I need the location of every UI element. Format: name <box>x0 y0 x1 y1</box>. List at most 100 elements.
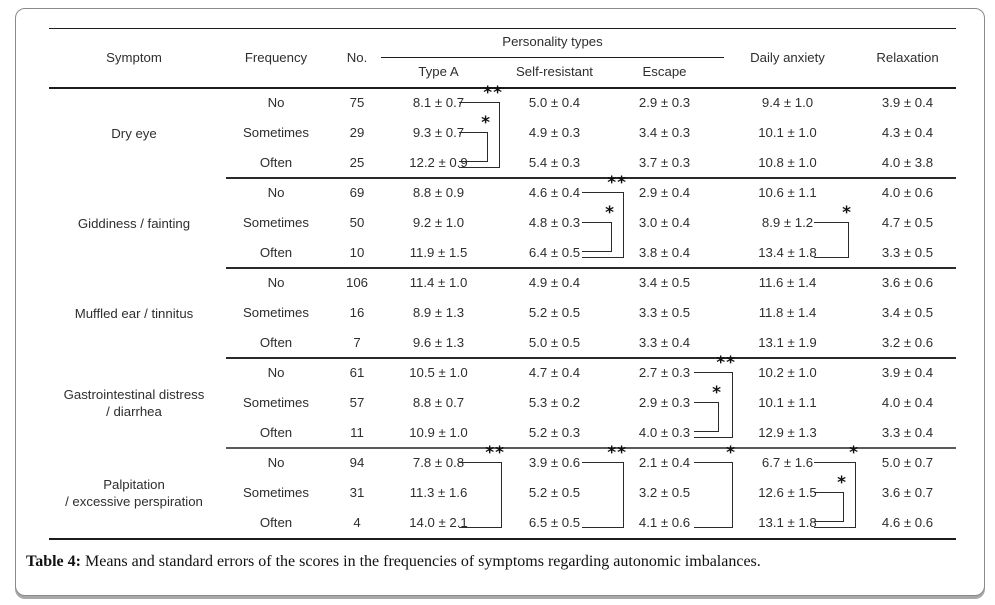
cell-self-resistant: 5.4 ± 0.3 <box>528 155 581 170</box>
cell-type-a: 14.0 ± 2.1 <box>409 515 468 530</box>
cell-relaxation: 3.6 ± 0.7 <box>881 485 934 500</box>
cell-self-resistant: 3.9 ± 0.6 <box>528 455 581 470</box>
significance-star: ** <box>607 173 627 193</box>
cell-self-resistant: 4.6 ± 0.4 <box>528 185 581 200</box>
symptom-line: Dry eye <box>111 125 157 141</box>
header-self-resistant: Self-resistant <box>516 64 593 79</box>
cell-relaxation: 3.3 ± 0.5 <box>881 245 934 260</box>
cell-type-a: 12.2 ± 0.9 <box>409 155 468 170</box>
cell-relaxation: 4.7 ± 0.5 <box>881 215 934 230</box>
symptom-label: Dry eye <box>49 88 219 178</box>
cell-n: 7 <box>353 335 361 350</box>
cell-daily-anxiety: 12.6 ± 1.5 <box>758 485 817 500</box>
symptom-label: Palpitation / excessive perspiration <box>49 448 219 538</box>
cell-relaxation: 3.6 ± 0.6 <box>881 275 934 290</box>
cell-frequency: Sometimes <box>243 125 309 140</box>
cell-daily-anxiety: 11.6 ± 1.4 <box>758 275 817 290</box>
cell-type-a: 10.9 ± 1.0 <box>409 425 468 440</box>
cell-daily-anxiety: 10.6 ± 1.1 <box>758 185 817 200</box>
cell-escape: 3.4 ± 0.3 <box>638 125 691 140</box>
cell-n: 31 <box>349 485 365 500</box>
cell-relaxation: 5.0 ± 0.7 <box>881 455 934 470</box>
cell-frequency: No <box>267 95 285 110</box>
significance-star: ** <box>716 353 736 373</box>
cell-daily-anxiety: 10.2 ± 1.0 <box>758 365 817 380</box>
cell-daily-anxiety: 10.1 ± 1.1 <box>758 395 817 410</box>
cell-type-a: 8.9 ± 1.3 <box>412 305 465 320</box>
cell-escape: 4.0 ± 0.3 <box>638 425 691 440</box>
cell-n: 106 <box>345 275 368 290</box>
symptom-line: Palpitation <box>103 477 165 492</box>
cell-escape: 3.7 ± 0.3 <box>638 155 691 170</box>
significance-star: ** <box>607 443 627 463</box>
cell-daily-anxiety: 13.1 ± 1.9 <box>758 335 817 350</box>
header-frequency: Frequency <box>244 50 308 65</box>
group-muffled-ear-tinnitus: Muffled ear / tinnitus No 106 11.4 ± 1.0… <box>49 268 956 359</box>
personality-span-rule <box>381 57 724 59</box>
cell-daily-anxiety: 12.9 ± 1.3 <box>758 425 817 440</box>
group-giddiness-fainting: Giddiness / fainting No 69 8.8 ± 0.9 4.6… <box>49 178 956 269</box>
significance-star: * <box>849 443 859 463</box>
cell-frequency: Often <box>259 245 293 260</box>
cell-frequency: Sometimes <box>243 305 309 320</box>
symptom-line: / excessive perspiration <box>65 494 203 509</box>
cell-relaxation: 3.9 ± 0.4 <box>881 95 934 110</box>
cell-relaxation: 3.2 ± 0.6 <box>881 335 934 350</box>
cell-self-resistant: 5.2 ± 0.3 <box>528 425 581 440</box>
cell-relaxation: 3.9 ± 0.4 <box>881 365 934 380</box>
cell-type-a: 11.4 ± 1.0 <box>409 275 468 290</box>
header-no: No. <box>346 50 368 65</box>
significance-bracket: ** <box>582 445 626 528</box>
cell-daily-anxiety: 8.9 ± 1.2 <box>761 215 814 230</box>
significance-star: * <box>837 473 847 493</box>
cell-n: 61 <box>349 365 365 380</box>
symptom-line: Muffled ear / tinnitus <box>74 305 194 321</box>
cell-n: 29 <box>349 125 365 140</box>
cell-self-resistant: 4.9 ± 0.4 <box>528 275 581 290</box>
cell-escape: 3.3 ± 0.4 <box>638 335 691 350</box>
significance-bracket: * <box>814 445 858 528</box>
cell-daily-anxiety: 9.4 ± 1.0 <box>761 95 814 110</box>
symptom-label: Gastrointestinal distress / diarrhea <box>49 358 219 448</box>
cell-n: 10 <box>349 245 365 260</box>
cell-type-a: 9.6 ± 1.3 <box>412 335 465 350</box>
cell-self-resistant: 6.4 ± 0.5 <box>528 245 581 260</box>
header-daily-anxiety: Daily anxiety <box>750 50 825 65</box>
group-gastrointestinal-distress: Gastrointestinal distress / diarrhea No … <box>49 358 956 450</box>
table-sheet: Personality types Symptom Frequency No. … <box>16 9 984 595</box>
significance-bracket: * <box>814 475 846 522</box>
header-bottom-rule <box>49 86 956 89</box>
group-separator <box>226 177 956 179</box>
group-dry-eye: Dry eye No 75 8.1 ± 0.7 5.0 ± 0.4 2.9 ± … <box>49 88 956 179</box>
table-bottom-rule <box>49 538 956 541</box>
group-separator <box>226 267 956 269</box>
cell-self-resistant: 5.0 ± 0.4 <box>528 95 581 110</box>
cell-n: 94 <box>349 455 365 470</box>
cell-relaxation: 3.3 ± 0.4 <box>881 425 934 440</box>
cell-frequency: No <box>267 185 285 200</box>
group-separator <box>226 357 956 359</box>
significance-bracket: ** <box>582 175 626 258</box>
group-separator <box>226 446 956 450</box>
symptom-line: Gastrointestinal distress <box>63 387 205 402</box>
cell-daily-anxiety: 13.4 ± 1.8 <box>758 245 817 260</box>
cell-frequency: Sometimes <box>243 395 309 410</box>
cell-n: 4 <box>353 515 361 530</box>
table-caption: Table 4: Means and standard errors of th… <box>26 553 761 571</box>
cell-escape: 2.9 ± 0.3 <box>638 395 691 410</box>
cell-escape: 3.0 ± 0.4 <box>638 215 691 230</box>
cell-relaxation: 3.4 ± 0.5 <box>881 305 934 320</box>
cell-type-a: 11.3 ± 1.6 <box>409 485 468 500</box>
significance-star: * <box>712 383 722 403</box>
significance-star: * <box>842 203 852 223</box>
cell-type-a: 7.8 ± 0.8 <box>412 455 465 470</box>
cell-daily-anxiety: 11.8 ± 1.4 <box>758 305 817 320</box>
cell-daily-anxiety: 6.7 ± 1.6 <box>761 455 814 470</box>
cell-relaxation: 4.0 ± 0.4 <box>881 395 934 410</box>
significance-star: * <box>726 443 736 463</box>
cell-frequency: Often <box>259 425 293 440</box>
significance-bracket: * <box>694 385 721 432</box>
figure-frame: Personality types Symptom Frequency No. … <box>15 8 985 596</box>
symptom-label: Muffled ear / tinnitus <box>49 268 219 358</box>
cell-type-a: 11.9 ± 1.5 <box>409 245 468 260</box>
